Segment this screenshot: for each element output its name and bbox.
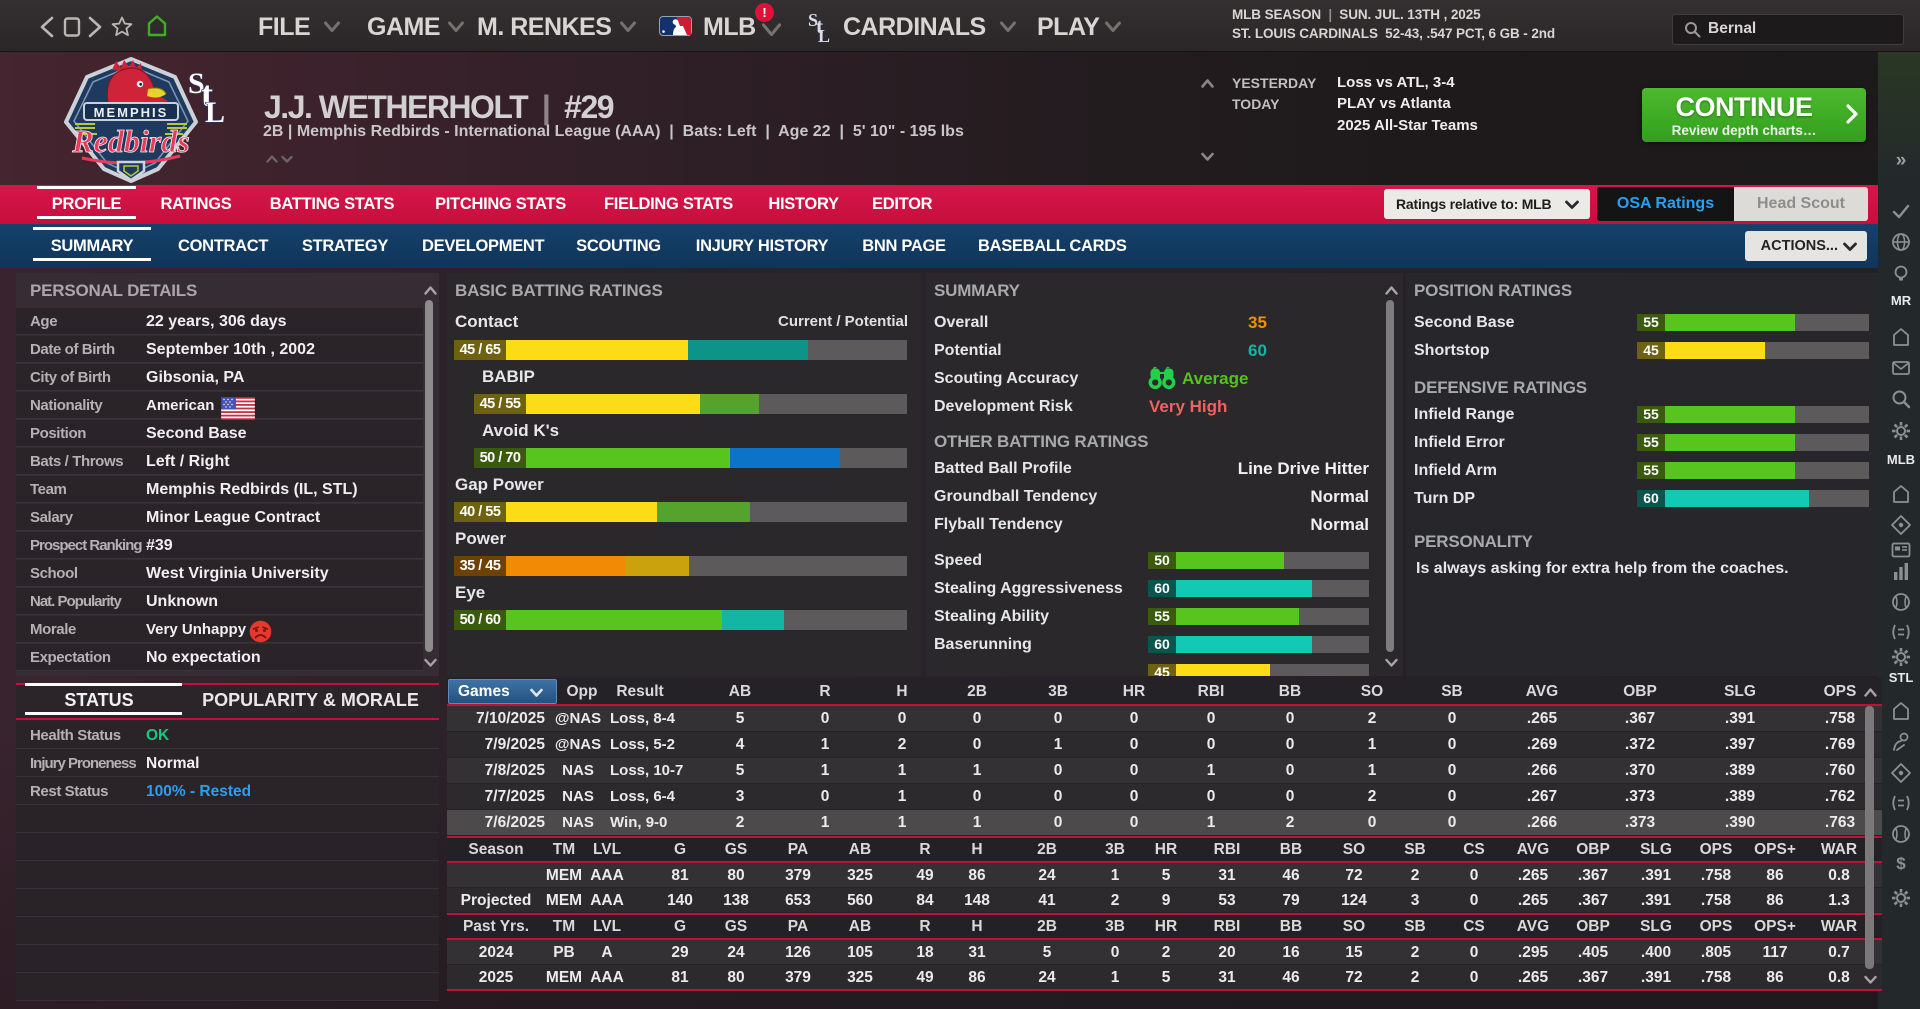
- svg-text:L: L: [818, 26, 830, 44]
- svg-text:t: t: [201, 74, 213, 114]
- svg-text:t: t: [816, 14, 823, 38]
- svg-text:S: S: [188, 67, 205, 100]
- svg-text:S: S: [808, 10, 818, 30]
- svg-text:Redbirds: Redbirds: [71, 123, 189, 159]
- svg-text:L: L: [205, 96, 225, 124]
- svg-text:MEMPHIS: MEMPHIS: [94, 105, 169, 120]
